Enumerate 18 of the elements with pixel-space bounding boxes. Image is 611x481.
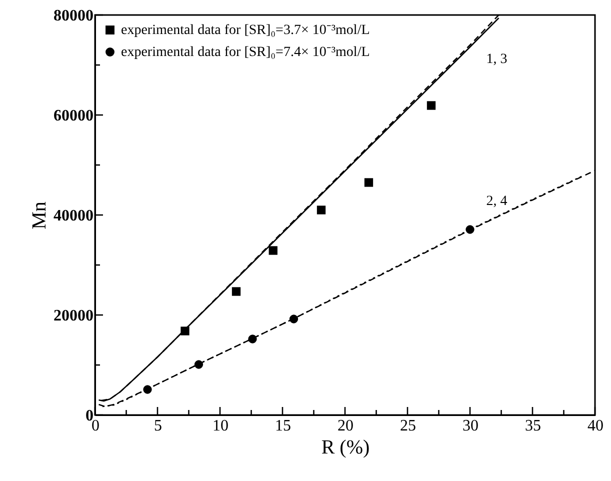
x-tick-label: 5 [154,418,162,434]
annotation: 2, 4 [486,194,508,209]
y-tick-label: 80000 [54,8,94,24]
x-tick-label: 20 [338,418,354,434]
x-tick-label: 40 [588,418,604,434]
y-tick-label: 60000 [54,108,94,124]
x-tick-label: 30 [462,418,478,434]
x-tick-label: 25 [400,418,416,434]
legend-label: experimental data for [SR]₀=7.4× 10⁻³mol/L [121,45,370,60]
y-tick-label: 40000 [54,208,94,224]
legend-label: experimental data for [SR]₀=3.7× 10⁻³mol/L [121,23,370,38]
x-tick-label: 35 [525,418,541,434]
y-axis-title: Mn [28,202,50,230]
annotation: 1, 3 [486,52,508,67]
y-tick-label: 20000 [54,308,94,324]
x-tick-label: 10 [212,418,228,434]
x-axis-title: R (%) [321,436,370,458]
x-tick-label: 15 [275,418,291,434]
